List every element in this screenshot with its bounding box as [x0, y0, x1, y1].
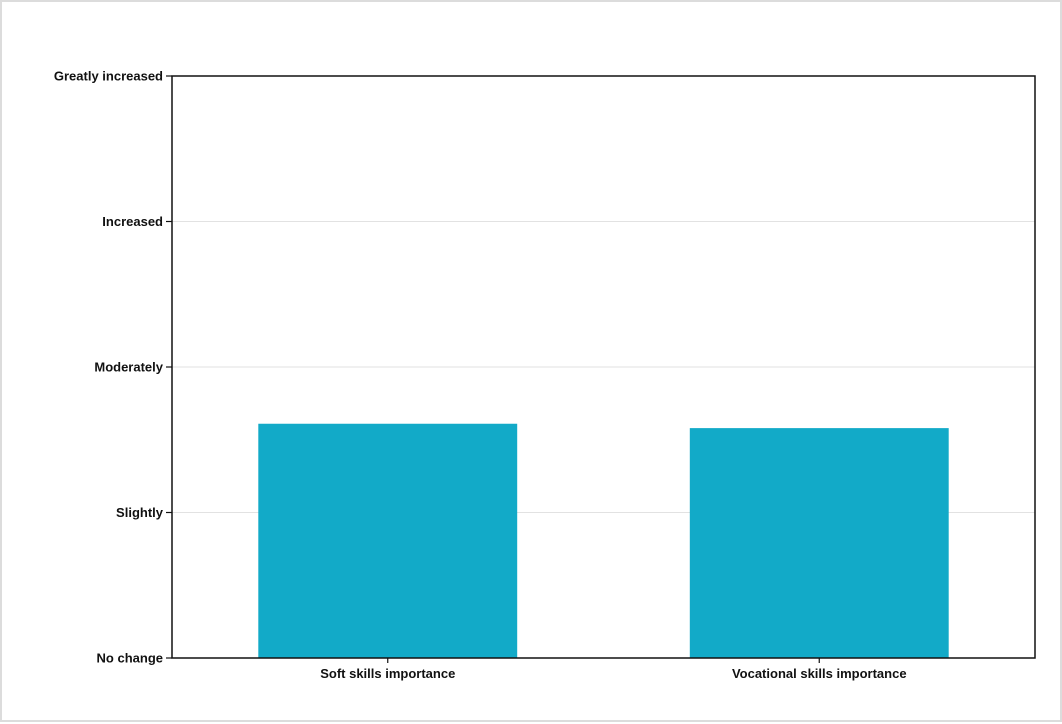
bar	[258, 423, 518, 658]
y-axis-ticks: No change Slightly Moderately Increased Grea…	[54, 69, 172, 666]
y-tick-label: Moderately	[94, 360, 163, 375]
x-axis-ticks: Soft skills importance Vocational skills …	[320, 658, 907, 681]
bar	[689, 428, 949, 658]
y-tick-label: Greatly increased	[54, 69, 163, 84]
y-tick-label: Slightly	[116, 505, 164, 520]
y-tick-label: No change	[97, 651, 163, 666]
x-tick-label: Vocational skills importance	[732, 666, 907, 681]
y-tick-label: Increased	[102, 214, 163, 229]
bar-series	[258, 423, 949, 658]
x-tick-label: Soft skills importance	[320, 666, 455, 681]
